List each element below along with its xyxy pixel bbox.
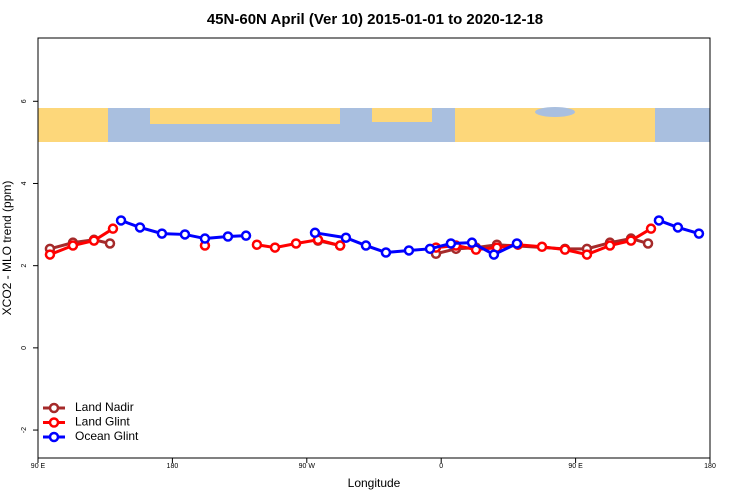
y-tick-label: 6	[21, 99, 28, 103]
data-point	[240, 230, 252, 241]
map-water	[535, 107, 575, 117]
map-strip	[38, 107, 710, 142]
data-point	[309, 227, 321, 239]
data-point	[179, 229, 191, 240]
legend-label: Land Nadir	[75, 400, 134, 414]
data-point	[559, 244, 571, 255]
data-point	[107, 223, 119, 234]
data-point	[67, 240, 79, 251]
data-point	[642, 238, 654, 249]
x-tick-label: 90 W	[299, 463, 316, 470]
plot-frame	[37, 37, 711, 459]
data-point	[44, 249, 56, 260]
x-tick-label: 180	[704, 463, 716, 470]
data-point	[403, 245, 415, 256]
x-tick-label: 180	[167, 463, 179, 470]
y-tick-label: 4	[21, 181, 28, 185]
data-point	[653, 215, 665, 226]
data-point	[199, 233, 211, 244]
x-tick-label: 90 E	[568, 463, 583, 470]
data-point	[334, 240, 346, 251]
data-point	[536, 241, 548, 253]
data-point	[581, 249, 593, 260]
legend-label: Land Glint	[75, 415, 130, 429]
data-point	[645, 223, 657, 234]
data-point	[424, 243, 436, 255]
data-point	[380, 247, 392, 258]
data-point	[251, 239, 263, 250]
data-point	[222, 231, 234, 242]
map-land	[372, 108, 432, 122]
map-land	[38, 108, 108, 142]
chart-title: 45N-60N April (Ver 10) 2015-01-01 to 202…	[207, 11, 543, 28]
data-point	[88, 235, 100, 246]
y-tick-label: 0	[21, 346, 28, 350]
legend-label: Ocean Glint	[75, 429, 139, 443]
data-point	[269, 242, 281, 253]
data-point	[134, 222, 146, 233]
map-land	[150, 108, 340, 124]
x-tick-label: 90 E	[31, 463, 46, 470]
data-point	[672, 222, 684, 233]
data-point	[340, 232, 352, 243]
legend-marker	[48, 402, 60, 414]
data-point	[604, 240, 616, 251]
data-point	[104, 238, 116, 249]
x-axis-label: Longitude	[348, 476, 401, 490]
data-point	[360, 240, 372, 251]
legend-marker	[48, 417, 60, 428]
x-tick-label: 0	[439, 463, 443, 470]
y-axis-label: XCO2 - MLO trend (ppm)	[0, 181, 14, 316]
y-tick-label: -2	[21, 427, 28, 433]
data-point	[466, 237, 478, 248]
data-point	[693, 228, 705, 239]
data-point	[488, 249, 500, 260]
y-tick-label: 2	[21, 264, 28, 268]
data-point	[511, 238, 523, 249]
data-point	[156, 228, 168, 239]
data-point	[115, 215, 127, 226]
data-point	[290, 238, 302, 249]
data-point	[445, 238, 457, 249]
data-point	[625, 235, 637, 246]
legend-marker	[48, 431, 60, 443]
